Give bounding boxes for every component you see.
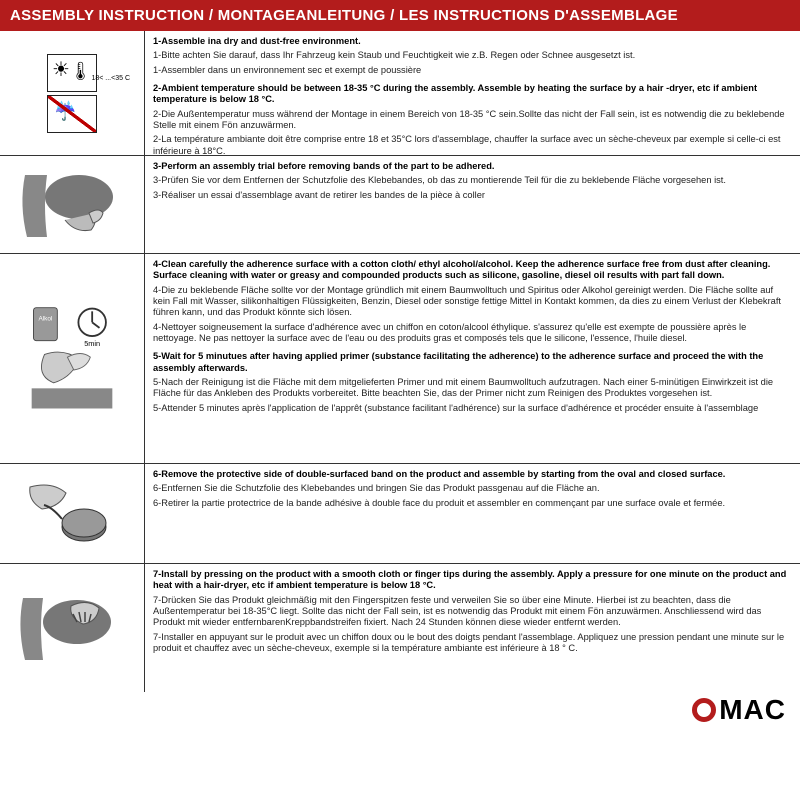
step4-de: 4-Die zu beklebende Fläche sollte vor de… xyxy=(153,285,792,319)
row-5-text: 7-Install by pressing on the product wit… xyxy=(145,564,800,692)
step6-en: 6-Remove the protective side of double-s… xyxy=(153,469,725,479)
alcohol-clean-icon: Alkol 5min xyxy=(22,304,122,414)
row-2: 3-Perform an assembly trial before remov… xyxy=(0,156,800,254)
mirror-trial-icon xyxy=(17,165,127,245)
step2-de: 2-Die Außentemperatur muss während der M… xyxy=(153,109,792,132)
row-1-text: 1-Assemble ina dry and dust-free environ… xyxy=(145,31,800,155)
brand-logo: MAC xyxy=(692,694,786,726)
row-1: 🌡 18< ...<35 C 1-Assemble ina dry and du… xyxy=(0,31,800,156)
step6-de: 6-Entfernen Sie die Schutzfolie des Kleb… xyxy=(153,483,792,494)
step4-fr: 4-Nettoyer soigneusement la surface d'ad… xyxy=(153,322,792,345)
row-3-text: 4-Clean carefully the adherence surface … xyxy=(145,254,800,463)
footer: MAC xyxy=(0,692,800,726)
step3-en: 3-Perform an assembly trial before remov… xyxy=(153,161,494,171)
step1-en: 1-Assemble ina dry and dust-free environ… xyxy=(153,36,361,46)
logo-ring-icon xyxy=(692,698,716,722)
press-install-icon xyxy=(17,588,127,668)
step5-de: 5-Nach der Reinigung ist die Fläche mit … xyxy=(153,377,792,400)
step1-de: 1-Bitte achten Sie darauf, dass Ihr Fahr… xyxy=(153,50,792,61)
row-5: 7-Install by pressing on the product wit… xyxy=(0,564,800,692)
sun-thermometer-icon: 🌡 18< ...<35 C xyxy=(47,54,97,92)
instruction-rows: 🌡 18< ...<35 C 1-Assemble ina dry and du… xyxy=(0,31,800,692)
step3-de: 3-Prüfen Sie vor dem Entfernen der Schut… xyxy=(153,175,792,186)
temp-range-label: 18< ...<35 C xyxy=(91,75,130,82)
step5-en: 5-Wait for 5 minutues after having appli… xyxy=(153,351,763,372)
row-2-icon xyxy=(0,156,145,253)
remove-tape-icon xyxy=(22,479,122,549)
step3-fr: 3-Réaliser un essai d'assemblage avant d… xyxy=(153,190,792,201)
step7-en: 7-Install by pressing on the product wit… xyxy=(153,569,786,590)
step5-fr: 5-Attender 5 minutes après l'application… xyxy=(153,403,792,414)
step1-fr: 1-Assembler dans un environnement sec et… xyxy=(153,65,792,76)
step7-de: 7-Drücken Sie das Produkt gleichmäßig mi… xyxy=(153,595,792,629)
step4-en: 4-Clean carefully the adherence surface … xyxy=(153,259,770,280)
row-4-icon xyxy=(0,464,145,563)
row-5-icon xyxy=(0,564,145,692)
step2-en: 2-Ambient temperature should be between … xyxy=(153,83,757,104)
row-2-text: 3-Perform an assembly trial before remov… xyxy=(145,156,800,253)
row-1-icon: 🌡 18< ...<35 C xyxy=(0,31,145,155)
step2-fr: 2-La température ambiante doit être comp… xyxy=(153,134,792,157)
row-4: 6-Remove the protective side of double-s… xyxy=(0,464,800,564)
logo-text: MAC xyxy=(719,694,786,726)
page-header: ASSEMBLY INSTRUCTION / MONTAGEANLEITUNG … xyxy=(0,0,800,31)
row-3-icon: Alkol 5min xyxy=(0,254,145,463)
row-4-text: 6-Remove the protective side of double-s… xyxy=(145,464,800,563)
row-3: Alkol 5min 4-Clean carefully the adheren… xyxy=(0,254,800,464)
bottle-label: Alkol xyxy=(38,315,52,322)
step6-fr: 6-Retirer la partie protectrice de la ba… xyxy=(153,498,792,509)
step7-fr: 7-Installer en appuyant sur le produit a… xyxy=(153,632,792,655)
no-rain-icon xyxy=(47,95,97,133)
wait-label: 5min xyxy=(84,339,100,348)
